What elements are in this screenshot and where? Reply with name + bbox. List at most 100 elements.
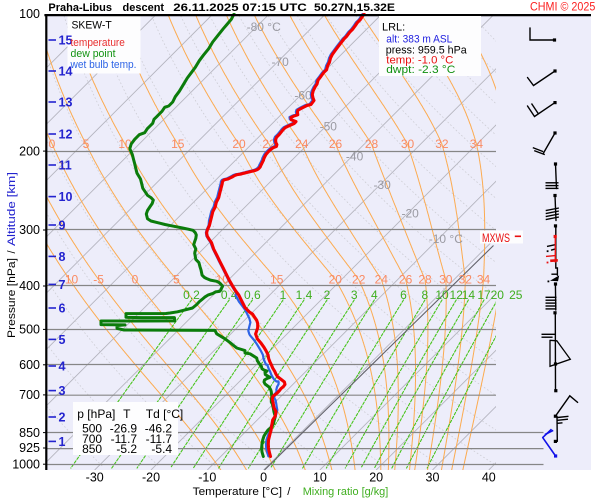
svg-text:Mixing ratio [g/kg]: Mixing ratio [g/kg] [303, 486, 389, 498]
svg-text:26: 26 [399, 272, 413, 286]
svg-text:-10 °C: -10 °C [429, 232, 463, 246]
svg-text:5: 5 [83, 137, 90, 151]
svg-text:32: 32 [435, 137, 449, 151]
svg-text:-10: -10 [61, 272, 79, 286]
svg-text:0.6: 0.6 [244, 288, 261, 302]
svg-text:0: 0 [49, 137, 56, 151]
svg-text:7: 7 [59, 278, 66, 292]
svg-text:26.11.2025 07:15 UTC: 26.11.2025 07:15 UTC [173, 2, 307, 14]
svg-text:20: 20 [232, 137, 246, 151]
svg-text:2: 2 [324, 288, 331, 302]
svg-text:40: 40 [482, 471, 496, 485]
svg-text:34: 34 [477, 272, 491, 286]
svg-text:100: 100 [19, 7, 40, 21]
svg-text:500: 500 [82, 422, 102, 436]
svg-text:Praha-Libus: Praha-Libus [48, 2, 112, 14]
svg-text:MXWS: MXWS [482, 233, 510, 245]
svg-text:700: 700 [82, 432, 102, 446]
svg-text:25: 25 [509, 288, 523, 302]
svg-text:11: 11 [59, 158, 72, 172]
svg-text:T: T [123, 407, 131, 421]
svg-text:0: 0 [260, 471, 267, 485]
svg-text:temperature: temperature [71, 37, 125, 49]
svg-text:-11.7: -11.7 [146, 432, 173, 446]
svg-text:15: 15 [171, 137, 185, 151]
svg-text:-10: -10 [198, 471, 216, 485]
svg-text:14: 14 [462, 288, 476, 302]
svg-text:2: 2 [59, 410, 66, 424]
svg-text:26: 26 [329, 137, 343, 151]
svg-text:4: 4 [371, 288, 378, 302]
svg-text:alt: 383 m ASL: alt: 383 m ASL [386, 34, 452, 46]
svg-text:12: 12 [450, 288, 464, 302]
svg-text:-20: -20 [402, 206, 420, 220]
svg-text:-20: -20 [142, 471, 160, 485]
svg-text:SKEW-T: SKEW-T [72, 20, 113, 32]
svg-text:press: 959.5 hPa: press: 959.5 hPa [386, 44, 468, 56]
svg-text:28: 28 [418, 272, 432, 286]
svg-text:wet bulb temp.: wet bulb temp. [70, 59, 137, 71]
svg-text:-50: -50 [320, 119, 338, 133]
svg-text:p [hPa]: p [hPa] [77, 407, 115, 421]
svg-text:-30: -30 [86, 471, 104, 485]
svg-text:-60: -60 [294, 88, 312, 102]
svg-text:1: 1 [59, 435, 66, 449]
svg-text:14: 14 [59, 64, 73, 78]
svg-text:1000: 1000 [12, 457, 40, 471]
svg-text:34: 34 [470, 137, 484, 151]
svg-text:-5.2: -5.2 [116, 442, 137, 456]
svg-text:1.4: 1.4 [296, 288, 313, 302]
svg-text:30: 30 [401, 137, 415, 151]
svg-text:9: 9 [59, 218, 66, 232]
svg-text:/: / [6, 250, 18, 254]
svg-text:-5: -5 [93, 272, 104, 286]
svg-text:32: 32 [459, 272, 473, 286]
svg-text:-80 °C: -80 °C [247, 20, 281, 34]
svg-text:Temperature [°C]: Temperature [°C] [193, 486, 282, 498]
svg-text:10: 10 [435, 288, 449, 302]
svg-text:500: 500 [19, 323, 40, 337]
svg-text:600: 600 [19, 358, 40, 372]
svg-text:dew point: dew point [71, 48, 116, 60]
svg-text:30: 30 [439, 272, 453, 286]
svg-text:1: 1 [280, 288, 287, 302]
svg-text:0.2: 0.2 [183, 288, 200, 302]
svg-text:700: 700 [19, 388, 40, 402]
svg-text:850: 850 [82, 442, 102, 456]
svg-text:10: 10 [118, 137, 132, 151]
svg-text:0: 0 [132, 272, 139, 286]
svg-text:20: 20 [369, 471, 383, 485]
svg-text:10: 10 [59, 190, 73, 204]
svg-text:-26.9: -26.9 [110, 422, 138, 436]
svg-text:20: 20 [491, 288, 505, 302]
svg-text:-40: -40 [346, 149, 364, 163]
svg-text:Td [°C]: Td [°C] [146, 407, 183, 421]
svg-text:temp: -1.0 °C: temp: -1.0 °C [386, 54, 453, 66]
svg-text:850: 850 [19, 426, 40, 440]
svg-text:4: 4 [59, 359, 66, 373]
svg-text:17: 17 [477, 288, 491, 302]
svg-text:CHMI © 2025: CHMI © 2025 [530, 0, 596, 14]
svg-text:8: 8 [422, 288, 429, 302]
svg-text:descent: descent [123, 2, 165, 14]
svg-text:6: 6 [400, 288, 407, 302]
svg-text:200: 200 [19, 144, 40, 158]
svg-text:6: 6 [59, 301, 66, 315]
svg-text:/: / [287, 486, 291, 498]
svg-text:24: 24 [295, 137, 309, 151]
svg-text:12: 12 [59, 127, 73, 141]
svg-text:28: 28 [365, 137, 379, 151]
svg-text:20: 20 [329, 272, 343, 286]
svg-text:5: 5 [59, 333, 66, 347]
svg-text:300: 300 [19, 223, 40, 237]
svg-text:400: 400 [19, 279, 40, 293]
svg-text:LRL:: LRL: [382, 22, 405, 34]
svg-text:dwpt: -2.3 °C: dwpt: -2.3 °C [386, 64, 455, 76]
svg-text:8: 8 [59, 250, 66, 264]
svg-text:13: 13 [59, 95, 73, 109]
svg-text:-70: -70 [272, 55, 290, 69]
svg-text:-5.4: -5.4 [151, 442, 172, 456]
svg-text:30: 30 [426, 471, 440, 485]
svg-text:15: 15 [59, 33, 73, 47]
svg-text:3: 3 [351, 288, 358, 302]
